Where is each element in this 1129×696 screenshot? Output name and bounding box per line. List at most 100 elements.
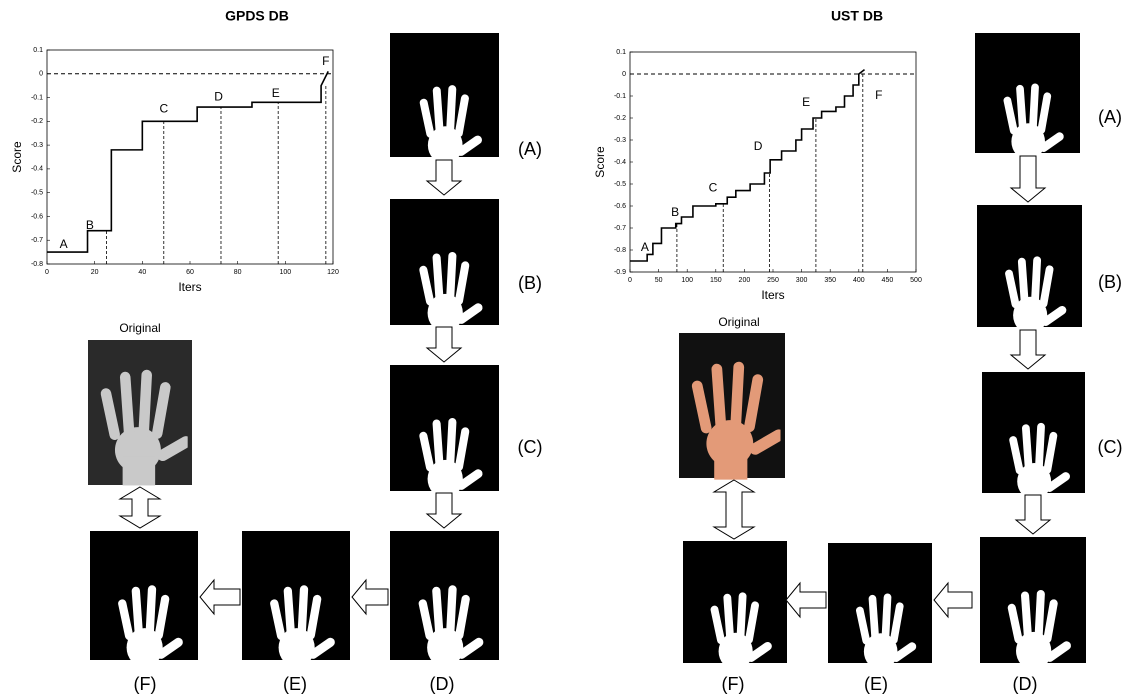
y-tick-label: 0.1 bbox=[33, 47, 43, 54]
figure: GPDS DB 0 20 40 60 80 100 120 -0.8 -0.7 -0.6 -0.5 -0… bbox=[0, 0, 1129, 696]
y-tick-label: -0.3 bbox=[614, 137, 626, 144]
x-tick-label: 350 bbox=[824, 277, 836, 284]
step-label: (C) bbox=[518, 437, 543, 457]
x-axis-label: Iters bbox=[178, 280, 201, 294]
annotation: F bbox=[875, 88, 882, 102]
original-image bbox=[88, 340, 194, 485]
original-label: Original bbox=[119, 321, 160, 335]
y-tick-label: 0 bbox=[39, 71, 43, 78]
step-label: (B) bbox=[518, 273, 542, 293]
score-line bbox=[630, 70, 865, 261]
hand-image bbox=[390, 33, 499, 170]
annotation: B bbox=[86, 218, 94, 232]
x-axis-label: Iters bbox=[761, 288, 784, 302]
annotation: D bbox=[214, 90, 223, 104]
hand-image bbox=[90, 531, 198, 674]
step-label: (F) bbox=[134, 674, 157, 694]
x-tick-label: 500 bbox=[910, 277, 922, 284]
step-label: (D) bbox=[430, 674, 455, 694]
hand-image bbox=[683, 541, 787, 676]
y-tick-label: -0.7 bbox=[614, 225, 626, 232]
y-tick-label: -0.2 bbox=[31, 118, 43, 125]
x-tick-label: 450 bbox=[882, 277, 894, 284]
y-tick-label: -0.1 bbox=[614, 93, 626, 100]
y-tick-label: 0.1 bbox=[616, 49, 626, 56]
x-tick-label: 40 bbox=[138, 269, 146, 276]
down-arrow bbox=[1016, 495, 1050, 534]
step-label: (A) bbox=[1098, 107, 1122, 127]
step-label: (E) bbox=[864, 674, 888, 694]
down-arrow bbox=[1011, 156, 1045, 202]
left-arrow bbox=[934, 583, 972, 617]
left-arrow bbox=[200, 580, 240, 614]
y-tick-label: -0.3 bbox=[31, 142, 43, 149]
hand-image bbox=[980, 537, 1086, 677]
x-tick-label: 400 bbox=[853, 277, 865, 284]
x-tick-label: 80 bbox=[234, 269, 242, 276]
step-label: (D) bbox=[1013, 674, 1038, 694]
y-tick-label: -0.4 bbox=[31, 166, 43, 173]
down-arrow bbox=[1011, 330, 1045, 369]
left-arrow bbox=[786, 583, 826, 617]
step-label: (F) bbox=[722, 674, 745, 694]
step-label: (A) bbox=[518, 139, 542, 159]
hand-image bbox=[390, 199, 499, 339]
hand-image bbox=[390, 531, 499, 674]
annotation: F bbox=[322, 54, 329, 68]
chart-title: UST DB bbox=[831, 8, 883, 24]
double-arrow bbox=[714, 480, 754, 539]
annotation: C bbox=[159, 102, 168, 116]
hand-image bbox=[975, 33, 1080, 166]
y-tick-label: -0.5 bbox=[31, 190, 43, 197]
hand-image bbox=[390, 365, 499, 505]
y-tick-label: -0.6 bbox=[614, 203, 626, 210]
annotation: C bbox=[709, 181, 718, 195]
x-tick-label: 60 bbox=[186, 269, 194, 276]
down-arrow bbox=[427, 160, 461, 195]
x-tick-label: 0 bbox=[45, 269, 49, 276]
y-axis-label: Score bbox=[10, 141, 24, 173]
y-tick-label: -0.2 bbox=[614, 115, 626, 122]
x-tick-label: 100 bbox=[681, 277, 693, 284]
annotation: D bbox=[754, 139, 763, 153]
x-tick-label: 120 bbox=[327, 269, 339, 276]
annotation: A bbox=[641, 240, 649, 254]
x-tick-label: 20 bbox=[91, 269, 99, 276]
x-tick-label: 0 bbox=[628, 277, 632, 284]
x-tick-label: 50 bbox=[655, 277, 663, 284]
step-label: (B) bbox=[1098, 272, 1122, 292]
y-tick-label: -0.4 bbox=[614, 159, 626, 166]
original-label: Original bbox=[718, 315, 759, 329]
y-tick-label: -0.8 bbox=[31, 261, 43, 268]
down-arrow bbox=[427, 327, 461, 362]
y-tick-label: -0.1 bbox=[31, 94, 43, 101]
hand-image bbox=[828, 543, 932, 676]
y-axis-label: Score bbox=[593, 146, 607, 178]
x-tick-label: 200 bbox=[739, 277, 751, 284]
hand-image bbox=[982, 372, 1085, 506]
x-tick-label: 250 bbox=[767, 277, 779, 284]
down-arrow bbox=[427, 493, 461, 528]
chart-title: GPDS DB bbox=[225, 8, 289, 24]
y-tick-label: -0.6 bbox=[31, 213, 43, 220]
y-tick-label: 0 bbox=[622, 71, 626, 78]
double-arrow bbox=[120, 487, 160, 528]
hand-image bbox=[977, 205, 1082, 340]
y-tick-label: -0.8 bbox=[614, 247, 626, 254]
original-image bbox=[679, 333, 787, 480]
annotation: B bbox=[671, 205, 679, 219]
x-tick-label: 150 bbox=[710, 277, 722, 284]
left-arrow bbox=[352, 580, 388, 614]
hand-image bbox=[242, 531, 350, 674]
x-tick-label: 100 bbox=[279, 269, 291, 276]
x-tick-label: 300 bbox=[796, 277, 808, 284]
annotation: A bbox=[60, 237, 68, 251]
plot-frame bbox=[630, 52, 916, 272]
annotation: E bbox=[272, 86, 280, 100]
y-tick-label: -0.5 bbox=[614, 181, 626, 188]
y-tick-label: -0.9 bbox=[614, 269, 626, 276]
step-label: (C) bbox=[1098, 437, 1123, 457]
step-label: (E) bbox=[283, 674, 307, 694]
y-tick-label: -0.7 bbox=[31, 237, 43, 244]
annotation: E bbox=[802, 95, 810, 109]
